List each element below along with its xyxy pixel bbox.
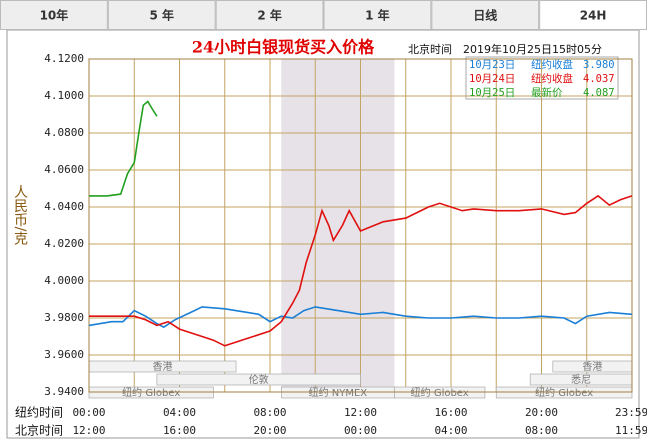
tab-label[interactable]: 24H bbox=[580, 9, 607, 23]
x-tick-label: 16:00 bbox=[163, 424, 196, 437]
chart-title: 24小时白银现货买入价格 bbox=[192, 38, 375, 57]
x-tick-label: 04:00 bbox=[163, 406, 196, 419]
x-tick-label: 11:59 bbox=[615, 424, 647, 437]
x-tick-label: 00:00 bbox=[344, 424, 377, 437]
tab-label[interactable]: 5 年 bbox=[149, 8, 174, 23]
x-tick-label: 16:00 bbox=[434, 406, 467, 419]
shaded-session bbox=[281, 59, 395, 392]
session-bar bbox=[156, 373, 361, 386]
x-tick-label: 12:00 bbox=[344, 406, 377, 419]
legend-value: 3.980 bbox=[583, 59, 615, 71]
legend-value: 4.037 bbox=[583, 73, 615, 85]
x-tick-label: 08:00 bbox=[525, 424, 558, 437]
y-tick-label: 4.0800 bbox=[44, 126, 84, 139]
session-label: 香港 bbox=[582, 361, 602, 373]
y-tick-label: 4.0200 bbox=[44, 237, 84, 250]
tab-label[interactable]: 日线 bbox=[473, 8, 497, 23]
y-tick-label: 4.1000 bbox=[44, 89, 84, 102]
y-tick-label: 4.1200 bbox=[44, 52, 84, 65]
legend-name: 10月24日 bbox=[469, 73, 515, 85]
y-tick-label: 4.0000 bbox=[44, 274, 84, 287]
legend-note: 纽约收盘 bbox=[531, 58, 573, 71]
plot-border bbox=[88, 58, 633, 393]
tab[interactable] bbox=[539, 0, 647, 30]
tab[interactable] bbox=[215, 0, 324, 30]
x-tick-label: 20:00 bbox=[525, 406, 558, 419]
y-tick-label: 3.9600 bbox=[44, 348, 84, 361]
legend-name: 10月23日 bbox=[469, 59, 515, 71]
tab[interactable] bbox=[0, 0, 108, 30]
x-tick-label: 08:00 bbox=[253, 406, 286, 419]
y-tick-label: 3.9400 bbox=[44, 385, 84, 398]
tab[interactable] bbox=[431, 0, 540, 30]
x-tick-label: 04:00 bbox=[434, 424, 467, 437]
tab[interactable] bbox=[107, 0, 216, 30]
legend-name: 10月25日 bbox=[469, 87, 515, 99]
y-tick-label: 4.0400 bbox=[44, 200, 84, 213]
series-line bbox=[89, 194, 633, 347]
series-line bbox=[89, 100, 158, 197]
tab-label[interactable]: 10年 bbox=[40, 8, 69, 23]
x-tick-label: 20:00 bbox=[253, 424, 286, 437]
legend-value: 4.087 bbox=[583, 87, 615, 99]
x-tick-label: 23:59 bbox=[615, 406, 647, 419]
x-tick-label: 00:00 bbox=[72, 406, 105, 419]
tab-label[interactable]: 1 年 bbox=[365, 8, 390, 23]
legend-note: 最新价 bbox=[531, 86, 563, 99]
legend-note: 纽约收盘 bbox=[531, 72, 573, 85]
session-label: 香港 bbox=[153, 361, 173, 373]
session-label: 悉尼 bbox=[571, 374, 591, 386]
y-tick-label: 3.9800 bbox=[44, 311, 84, 324]
x-axis-row-name: 纽约时间 bbox=[15, 405, 63, 420]
y-tick-label: 4.0600 bbox=[44, 163, 84, 176]
x-tick-label: 12:00 bbox=[72, 424, 105, 437]
y-axis-label: 人民币/克 bbox=[12, 185, 28, 247]
x-axis-row-name: 北京时间 bbox=[15, 424, 63, 438]
tab-label[interactable]: 2 年 bbox=[257, 8, 282, 23]
session-label: 伦敦 bbox=[249, 373, 269, 386]
chart-subtitle: 北京时间 2019年10月25日15时05分 bbox=[408, 42, 602, 56]
tab[interactable] bbox=[323, 0, 432, 30]
